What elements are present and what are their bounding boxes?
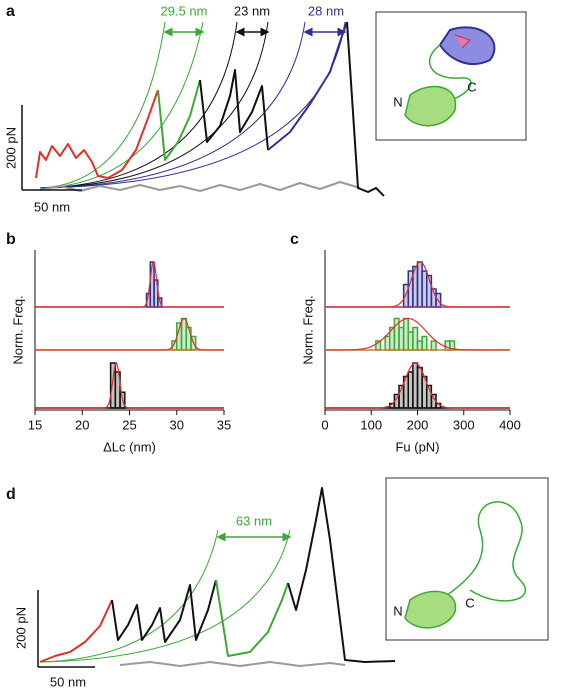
y-axis-label: Norm. Freq. (10, 295, 25, 364)
bar (421, 335, 428, 351)
annotation: 23 nm (234, 3, 270, 18)
structure-label: N (393, 94, 402, 109)
panel-label: c (290, 231, 299, 248)
traces-a (21, 21, 385, 197)
structure-box (385, 477, 549, 641)
annotation: 29.5 nm (161, 3, 208, 18)
x-axis-label: ΔLc (nm) (103, 439, 156, 454)
y-scale: 200 pN (3, 127, 18, 169)
x-tick-label: 30 (170, 417, 184, 432)
x-tick-label: 15 (28, 417, 42, 432)
x-tick-label: 20 (75, 417, 89, 432)
x-tick-label: 35 (217, 417, 231, 432)
fit-curve (35, 317, 224, 351)
x-tick-label: 300 (453, 417, 475, 432)
annotation: 28 nm (308, 3, 344, 18)
fit-curve (325, 362, 510, 409)
x-tick-label: 0 (321, 417, 328, 432)
fit-curve (325, 317, 510, 351)
annotation: 63 nm (236, 513, 272, 528)
fit-curve (325, 261, 510, 308)
structure-box (375, 11, 527, 141)
structure-label: C (467, 79, 476, 94)
structure-label: C (465, 595, 474, 610)
x-tick-label: 25 (122, 417, 136, 432)
x-scale: 50 nm (34, 199, 70, 214)
bar (430, 340, 437, 351)
x-tick-label: 200 (407, 417, 429, 432)
x-tick-label: 400 (499, 417, 521, 432)
fit-curve (35, 361, 224, 409)
x-scale: 50 nm (50, 674, 86, 689)
panel-label: a (6, 3, 15, 20)
x-tick-label: 100 (360, 417, 382, 432)
panel-label: b (6, 231, 16, 248)
panel-label: d (6, 486, 16, 503)
x-axis-label: Fu (pN) (395, 439, 439, 454)
traces-d (37, 487, 396, 668)
fit-curve (35, 261, 224, 308)
y-axis-label: Norm. Freq. (300, 295, 315, 364)
y-scale: 200 pN (13, 607, 28, 649)
structure-label: N (393, 603, 402, 618)
